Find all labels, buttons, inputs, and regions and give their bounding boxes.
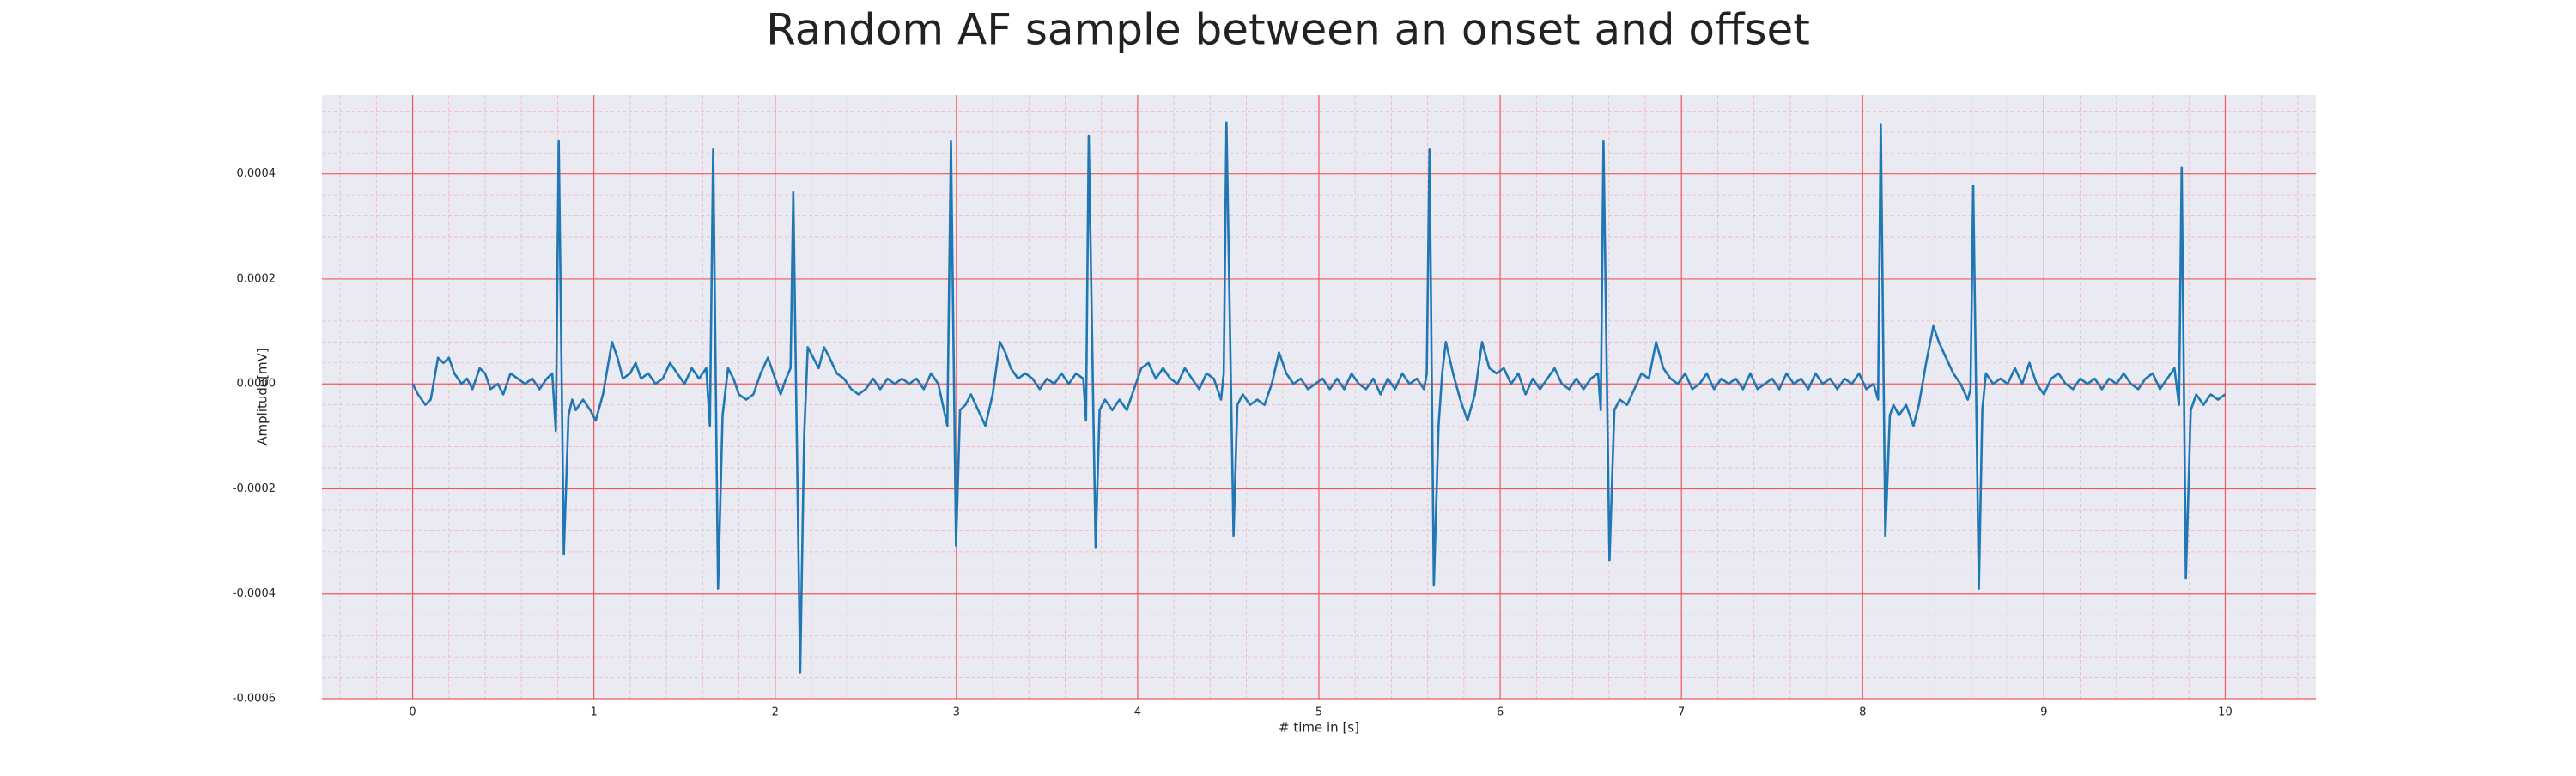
y-axis-label: Amplitude[mV] xyxy=(255,348,270,445)
x-tick-label: 8 xyxy=(1859,706,1866,719)
x-axis-label: # time in [s] xyxy=(1279,720,1359,736)
x-tick-label: 5 xyxy=(1315,706,1322,719)
y-tick-label: -0.0004 xyxy=(233,587,276,600)
y-tick-label: 0.0002 xyxy=(237,272,276,285)
x-tick-label: 0 xyxy=(409,706,416,719)
chart-title: Random AF sample between an onset and of… xyxy=(766,5,1810,55)
grid xyxy=(322,95,2316,700)
labels: 0 1 2 3 4 5 6 7 8 9 10 -0.0006 -0.0004 -0.0002 0.0000 0… xyxy=(233,167,2233,718)
x-tick-label: 4 xyxy=(1134,706,1141,719)
x-tick-label: 10 xyxy=(2218,706,2233,719)
y-tick-label: -0.0002 xyxy=(233,482,276,495)
x-tick-label: 7 xyxy=(1678,706,1685,719)
y-tick-label: 0.0000 xyxy=(237,378,276,391)
x-tick-label: 1 xyxy=(590,706,597,719)
signal-line xyxy=(411,121,2227,674)
x-tick-label: 6 xyxy=(1497,706,1504,719)
x-tick-label: 2 xyxy=(772,706,779,719)
marks xyxy=(411,121,2227,674)
y-tick-label: 0.0004 xyxy=(237,167,276,180)
y-tick-label: -0.0006 xyxy=(233,693,276,706)
x-tick-label: 3 xyxy=(953,706,960,719)
x-tick-label: 9 xyxy=(2040,706,2047,719)
